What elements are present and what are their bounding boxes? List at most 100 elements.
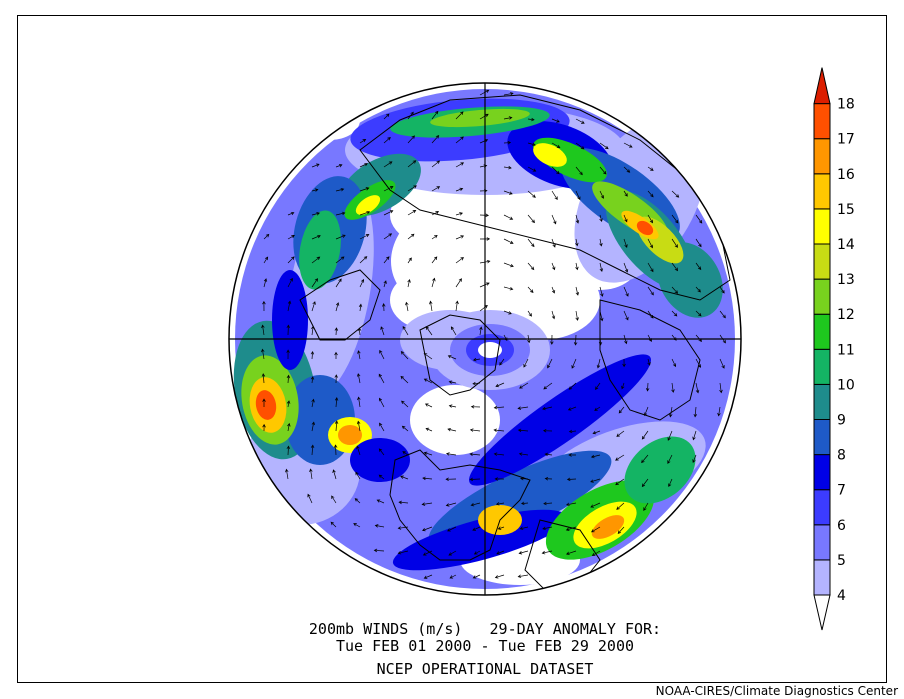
wind-vector-arrow bbox=[383, 210, 394, 216]
wind-vector-arrow bbox=[407, 185, 417, 192]
wind-vector-arrow bbox=[383, 113, 390, 120]
wind-vector-arrow bbox=[397, 526, 409, 530]
wind-vector-arrow bbox=[356, 420, 361, 432]
wind-vector-arrow bbox=[517, 406, 529, 410]
wind-vector-arrow bbox=[590, 502, 601, 508]
wind-vector-arrow bbox=[571, 358, 577, 369]
wind-vector-arrow bbox=[379, 397, 385, 408]
wind-vector-arrow bbox=[287, 277, 293, 288]
wind-vector-arrow bbox=[692, 454, 697, 463]
wind-vector-arrow bbox=[359, 256, 368, 264]
wind-vector-arrow bbox=[503, 140, 512, 145]
legend-swatch bbox=[813, 489, 831, 526]
wind-vector-arrow bbox=[469, 477, 481, 482]
wind-vector-arrow bbox=[551, 310, 556, 320]
wind-vector-arrow bbox=[479, 326, 483, 336]
wind-vector-arrow bbox=[495, 502, 505, 506]
wind-vector-arrow bbox=[287, 235, 295, 240]
map-boundary-circle bbox=[228, 82, 742, 596]
wind-vector-arrow bbox=[667, 430, 673, 441]
wind-vector-arrow bbox=[599, 190, 604, 199]
wind-vector-arrow bbox=[566, 477, 577, 482]
wind-vector-arrow bbox=[575, 142, 585, 150]
plot-frame bbox=[17, 15, 887, 683]
wind-vector-arrow bbox=[717, 406, 721, 417]
wind-vector-arrow bbox=[616, 502, 625, 510]
wind-vector-arrow bbox=[311, 398, 315, 408]
wind-vector-arrow bbox=[357, 327, 362, 336]
wind-vector-arrow bbox=[334, 374, 338, 384]
wind-vector-arrow bbox=[599, 286, 604, 297]
wind-vector-arrow bbox=[472, 381, 481, 386]
wind-vector-arrow bbox=[311, 301, 316, 312]
legend-swatch bbox=[813, 559, 831, 596]
wind-vector-arrow bbox=[623, 166, 631, 173]
wind-vector-arrow bbox=[262, 300, 266, 312]
wind-vector-arrow bbox=[496, 550, 505, 555]
wind-vector-arrow bbox=[519, 526, 529, 530]
legend-level-label: 17 bbox=[837, 132, 855, 148]
wind-vector-arrow bbox=[431, 135, 440, 144]
wind-vector-arrow bbox=[402, 325, 409, 336]
wind-vector-arrow bbox=[455, 187, 464, 192]
wind-vector-arrow bbox=[499, 358, 505, 366]
wind-vector-arrow bbox=[616, 430, 625, 437]
wind-vector-arrow bbox=[448, 550, 457, 556]
wind-vector-arrow bbox=[567, 406, 577, 411]
wind-vector-arrow bbox=[311, 325, 315, 336]
wind-vector-arrow bbox=[445, 502, 457, 507]
legend-swatch bbox=[813, 208, 831, 245]
wind-vector-arrow bbox=[311, 421, 316, 432]
anomaly-region bbox=[272, 270, 308, 370]
wind-vector-arrow bbox=[472, 357, 481, 362]
wind-vector-arrow bbox=[695, 238, 702, 248]
wind-vector-arrow bbox=[647, 262, 654, 273]
wind-vector-arrow bbox=[400, 351, 409, 360]
wind-vector-arrow bbox=[527, 286, 534, 294]
wind-vector-arrow bbox=[503, 238, 514, 244]
wind-vector-arrow bbox=[378, 448, 385, 456]
wind-vector-arrow bbox=[431, 234, 438, 240]
wind-vector-arrow bbox=[615, 478, 625, 486]
wind-vector-arrow bbox=[527, 190, 536, 198]
wind-vector-arrow bbox=[527, 142, 536, 147]
wind-vector-arrow bbox=[519, 382, 529, 389]
wind-vector-arrow bbox=[503, 262, 514, 268]
wind-vector-arrow bbox=[376, 499, 385, 504]
coastline bbox=[419, 314, 501, 396]
wind-vector-arrow bbox=[671, 262, 679, 272]
legend-swatch bbox=[813, 138, 831, 175]
wind-vector-arrow bbox=[335, 278, 342, 288]
wind-vector-arrow bbox=[641, 478, 649, 488]
wind-vector-arrow bbox=[719, 310, 726, 319]
wind-vector-arrow bbox=[671, 214, 679, 224]
wind-vector-arrow bbox=[309, 468, 313, 480]
wind-vector-arrow bbox=[332, 469, 337, 480]
legend-swatch bbox=[813, 594, 831, 631]
legend-level-label: 8 bbox=[837, 448, 846, 464]
wind-vector-arrow bbox=[407, 278, 411, 288]
anomaly-region bbox=[355, 195, 381, 215]
wind-vector-arrow bbox=[261, 348, 265, 360]
wind-vector-arrow bbox=[335, 234, 346, 240]
caption-dataset: NCEP OPERATIONAL DATASET bbox=[376, 660, 594, 678]
wind-vectors bbox=[261, 89, 726, 579]
legend-level-label: 13 bbox=[837, 272, 855, 288]
wind-vector-arrow bbox=[455, 235, 465, 240]
wind-vector-arrow bbox=[568, 382, 577, 390]
wind-vector-arrow bbox=[262, 423, 266, 432]
wind-vector-arrow bbox=[455, 300, 459, 312]
wind-vector-arrow bbox=[383, 161, 393, 168]
wind-vector-arrow bbox=[599, 142, 609, 150]
wind-vector-arrow bbox=[472, 574, 481, 579]
wind-vector-arrow bbox=[472, 526, 481, 531]
wind-vector-arrow bbox=[590, 454, 601, 459]
wind-vector-arrow bbox=[333, 444, 338, 456]
wind-vector-arrow bbox=[455, 136, 464, 144]
wind-vector-arrow bbox=[493, 452, 505, 456]
wind-vector-arrow bbox=[695, 262, 702, 271]
anomaly-region bbox=[350, 438, 410, 482]
wind-vector-arrow bbox=[400, 475, 409, 480]
wind-vector-arrow bbox=[598, 334, 603, 346]
wind-vector-arrow bbox=[517, 428, 529, 433]
